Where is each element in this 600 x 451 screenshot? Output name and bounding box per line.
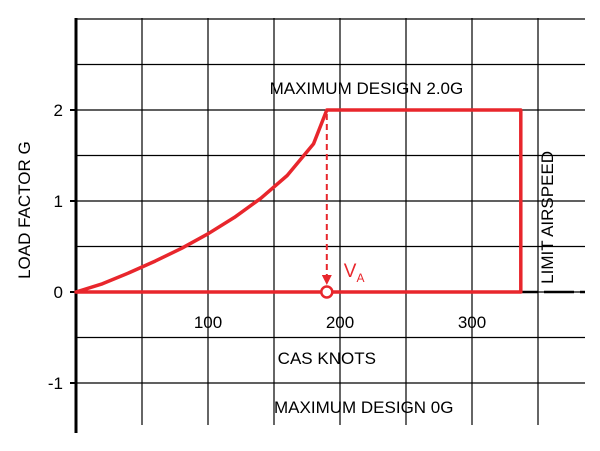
y-tick-label: 0 xyxy=(54,283,63,302)
y-tick-labels: 2 1 0 -1 xyxy=(48,101,63,393)
va-point xyxy=(320,285,334,299)
va-label: VA xyxy=(344,261,365,285)
y-tick-label: 2 xyxy=(54,101,63,120)
envelope-line xyxy=(74,108,523,294)
limit-airspeed-label: LIMIT AIRSPEED xyxy=(538,151,557,284)
series xyxy=(74,108,523,294)
x-tick-labels: 100 200 300 xyxy=(194,313,486,332)
y-tick-label: -1 xyxy=(48,374,63,393)
y-tick-label: 1 xyxy=(54,192,63,211)
x-axis-label: CAS KNOTS xyxy=(278,349,376,368)
x-tick-label: 100 xyxy=(194,313,222,332)
max-design-top-label: MAXIMUM DESIGN 2.0G xyxy=(270,79,464,98)
x-tick-label: 200 xyxy=(326,313,354,332)
y-axis-label: LOAD FACTOR G xyxy=(15,141,34,279)
x-tick-label: 300 xyxy=(458,313,486,332)
max-design-bottom-label: MAXIMUM DESIGN 0G xyxy=(274,398,453,417)
